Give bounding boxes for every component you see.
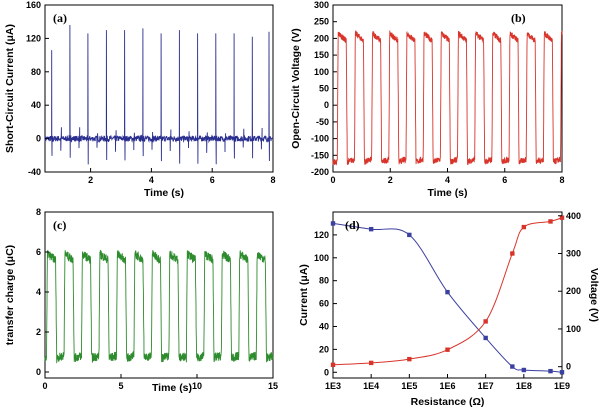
voltage-marker (368, 360, 374, 366)
current-marker (483, 335, 488, 341)
x-tick-label: 1E8 (516, 381, 532, 391)
voltage-marker (330, 362, 336, 367)
x-tick-label: 1E5 (401, 381, 417, 391)
y-tick-label: 20 (319, 344, 329, 354)
x-tick-label: 5 (118, 381, 123, 391)
y-axis-label: transfer charge (μC) (4, 245, 16, 345)
y-axis-label: Open-Circuit Voltage (V) (290, 28, 302, 149)
y-tick-label-right: 100 (566, 324, 581, 334)
current-marker (445, 289, 450, 295)
x-tick-label: 2 (88, 175, 93, 185)
current-marker (368, 226, 374, 232)
voltage-marker (521, 224, 527, 230)
x-tick-label: 4 (149, 175, 154, 185)
y-tick-label: 4 (36, 287, 41, 297)
y-tick-label: 0 (36, 367, 41, 377)
y-tick-label: 80 (31, 67, 41, 77)
x-tick-label: 1E4 (363, 381, 379, 391)
y-tick-label: -150 (311, 150, 329, 160)
x-tick-label: 1E3 (325, 381, 341, 391)
y-tick-label: 60 (319, 299, 329, 309)
panel-a: 2 4 6 8 -40 0 40 80 120 160 Time (s) Short-Circuit … (4, 0, 276, 199)
x-tick-label: 10 (192, 381, 202, 391)
y-tick-label: -40 (28, 167, 41, 177)
y-tick-label-right: 300 (566, 249, 581, 259)
x-tick-label: 0 (330, 175, 335, 185)
y-tick-label: 2 (36, 327, 41, 337)
panel-label: (b) (511, 11, 526, 25)
x-axis-label: Time (s) (152, 382, 192, 394)
plot-frame (44, 4, 274, 173)
panel-label: (c) (53, 218, 66, 232)
x-tick-label: 15 (268, 381, 278, 391)
y-tick-label: 100 (314, 253, 329, 263)
x-tick-label: 2 (388, 175, 393, 185)
y-tick-label: 160 (26, 0, 41, 10)
voltage-marker (483, 319, 488, 324)
x-axis-label: Time (s) (427, 187, 467, 199)
current-marker (407, 232, 412, 238)
panel-b: 0 2 4 6 8 -200 -150 -100 -50 0 50 100 150 200 250 300 Ti… (290, 0, 565, 199)
y-tick-label: 6 (36, 247, 41, 257)
y-axis-label-right: Voltage (V) (588, 268, 600, 322)
y-axis-label-left: Current (μA) (298, 264, 310, 326)
current-trace (44, 24, 274, 165)
y-tick-label: 0 (324, 367, 329, 377)
voltage-marker (548, 219, 553, 224)
y-tick-label: -50 (316, 117, 329, 127)
x-tick-label: 1E6 (439, 381, 455, 391)
y-tick-label: 200 (314, 33, 329, 43)
voltage-marker (407, 356, 412, 362)
voltage-marker (445, 347, 450, 352)
current-marker (510, 364, 515, 369)
x-tick-label: 6 (502, 175, 507, 185)
panel-d: 1E3 1E4 1E5 1E6 1E7 1E8 1E9 0 20 40 60 80 100 120 0 100… (298, 211, 600, 408)
y-tick-label: 40 (319, 321, 329, 331)
x-tick-label: 8 (559, 175, 564, 185)
voltage-marker (559, 215, 565, 220)
x-tick-label: 0 (42, 381, 47, 391)
y-tick-label: 8 (36, 207, 41, 217)
y-tick-label: 40 (31, 100, 41, 110)
voltage-marker (510, 251, 515, 256)
y-tick-label: 300 (314, 0, 329, 10)
x-tick-label: 6 (210, 175, 215, 185)
x-tick-label: 1E7 (478, 381, 494, 391)
y-tick-label: 80 (319, 276, 329, 286)
x-tick-label: 8 (270, 175, 275, 185)
current-marker (330, 221, 336, 226)
y-tick-label: 120 (26, 33, 41, 43)
x-tick-label: 4 (445, 175, 450, 185)
y-tick-label: 100 (314, 67, 329, 77)
current-marker (521, 367, 527, 373)
y-tick-label: 0 (36, 134, 41, 144)
y-tick-label: 120 (314, 230, 329, 240)
current-marker (559, 370, 565, 375)
voltage-trace (332, 30, 563, 166)
plot-frame (332, 211, 563, 379)
panel-label: (d) (345, 218, 360, 232)
y-tick-label: 150 (314, 50, 329, 60)
y-tick-label: 250 (314, 17, 329, 27)
panel-label: (a) (53, 11, 67, 25)
y-tick-label: -100 (311, 134, 329, 144)
y-tick-label-right: 400 (566, 211, 581, 221)
y-tick-label: 0 (324, 100, 329, 110)
y-tick-label-right: 0 (566, 362, 571, 372)
plot-frame (44, 211, 274, 379)
panel-c: 0 5 10 15 0 2 4 6 8 Time (s) transfer charge (μC) (… (4, 207, 278, 394)
y-tick-label-right: 200 (566, 286, 581, 296)
y-axis-label: Short-Circuit Current (μA) (4, 24, 16, 153)
y-tick-label: 50 (319, 84, 329, 94)
y-tick-label: -200 (311, 167, 329, 177)
x-axis-label: Time (s) (144, 187, 184, 199)
x-tick-label: 1E9 (554, 381, 570, 391)
x-axis-label: Resistance (Ω) (411, 396, 485, 408)
plot-frame (332, 4, 563, 173)
charge-trace (44, 249, 274, 364)
current-marker (548, 368, 553, 374)
